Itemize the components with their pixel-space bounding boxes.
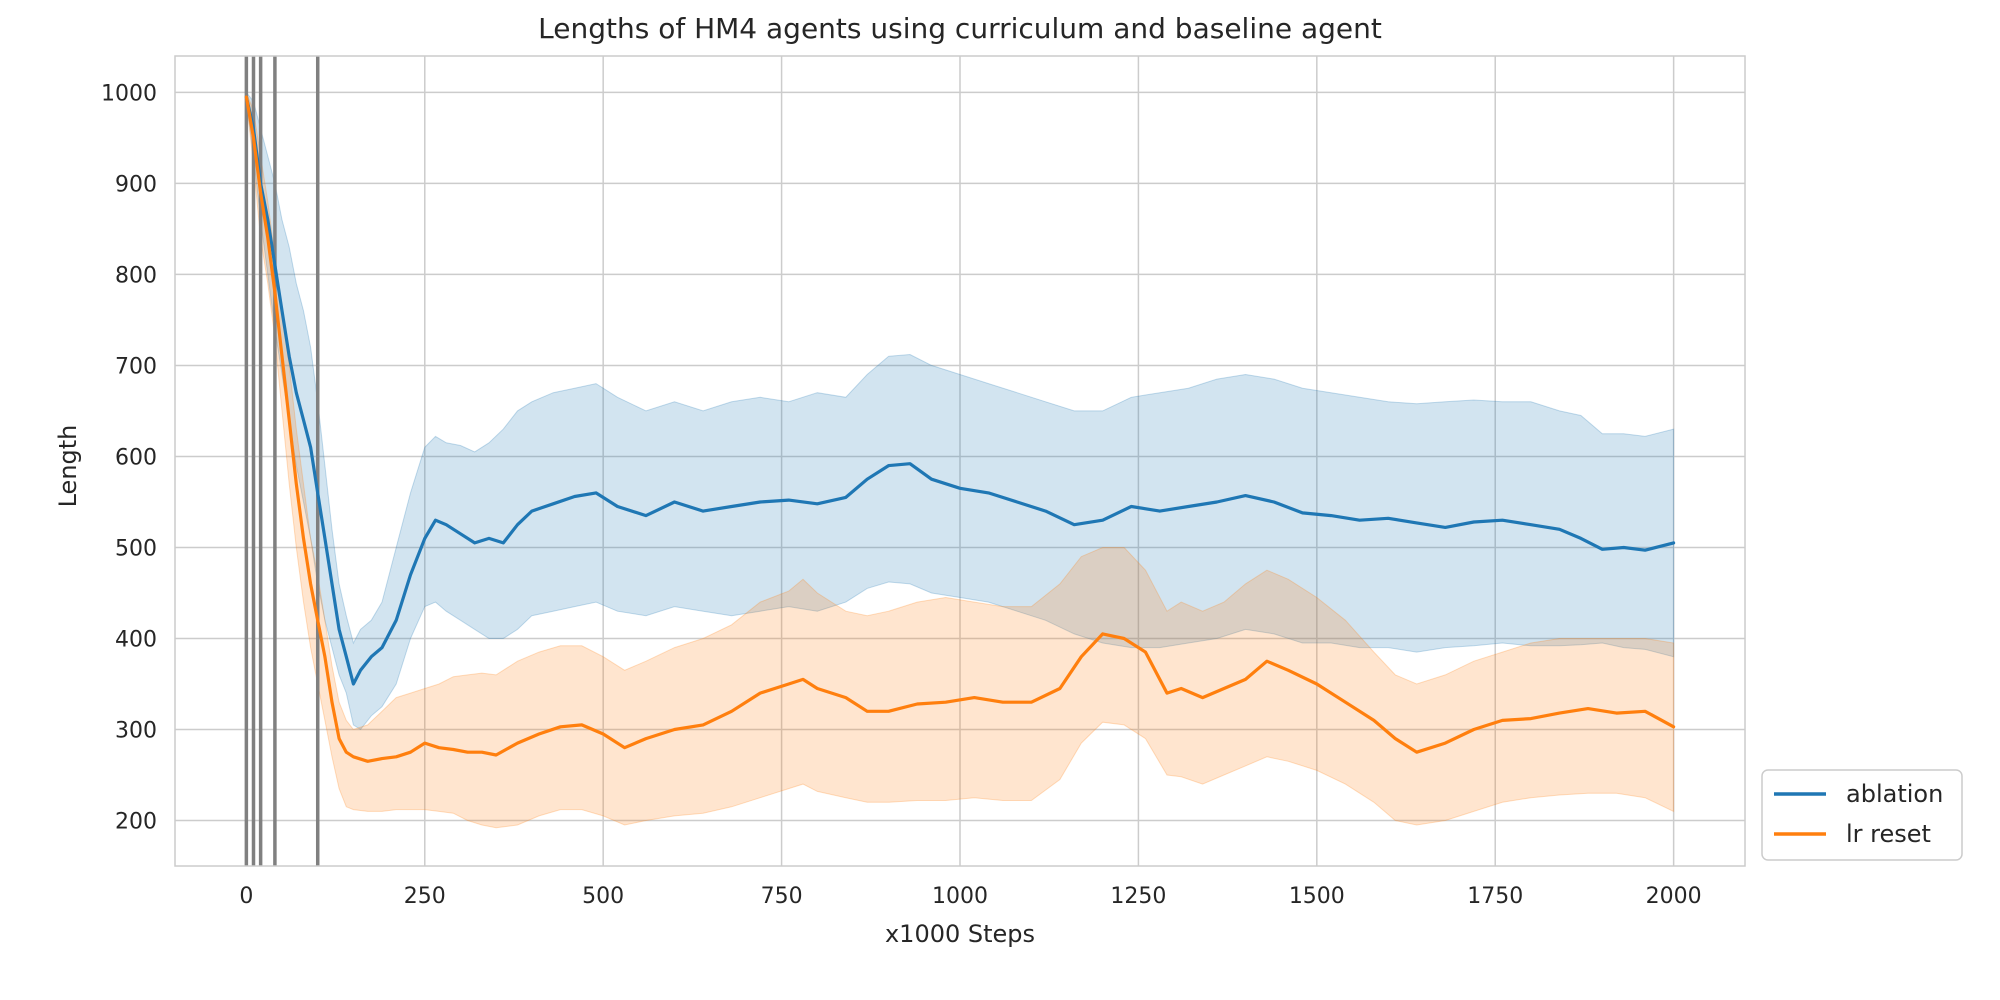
y-tick-label: 400	[115, 627, 157, 652]
legend-label-lr-reset: lr reset	[1846, 820, 1931, 848]
y-axis-label: Length	[54, 425, 82, 508]
x-tick-label: 1000	[932, 884, 988, 909]
y-tick-label: 900	[115, 172, 157, 197]
y-tick-label: 1000	[101, 81, 157, 106]
confidence-bands	[245, 90, 1675, 829]
series-lines	[244, 95, 1676, 763]
y-tick-label: 500	[115, 536, 157, 561]
x-axis-label: x1000 Steps	[885, 920, 1035, 948]
x-tick-label: 250	[404, 884, 446, 909]
y-tick-label: 700	[115, 354, 157, 379]
y-tick-label: 300	[115, 718, 157, 743]
plot-frame	[174, 55, 1746, 867]
x-tick-label: 750	[761, 884, 803, 909]
x-tick-label: 500	[582, 884, 624, 909]
x-tick-label: 1500	[1289, 884, 1345, 909]
legend-label-ablation: ablation	[1846, 780, 1943, 808]
y-tick-label: 200	[115, 809, 157, 834]
y-tick-labels: 200 300 400 500 600 700 800 900 1000	[101, 81, 157, 834]
series-line-lr-reset	[244, 95, 1676, 763]
x-tick-labels: 0 250 500 750 1000 1250 1500 1750 2000	[239, 884, 1701, 909]
legend: ablation lr reset	[1761, 769, 1963, 861]
y-tick-label: 600	[115, 445, 157, 470]
x-tick-label: 1750	[1467, 884, 1523, 909]
x-tick-label: 0	[239, 884, 253, 909]
band-lr-reset	[245, 92, 1675, 829]
vertical-markers	[244, 56, 320, 866]
grid	[175, 56, 1745, 866]
band-ablation	[245, 90, 1675, 731]
series-line-ablation	[244, 95, 1676, 686]
x-tick-label: 1250	[1110, 884, 1166, 909]
x-tick-label: 2000	[1646, 884, 1702, 909]
y-tick-label: 800	[115, 263, 157, 288]
chart-title: Lengths of HM4 agents using curriculum a…	[538, 12, 1382, 45]
